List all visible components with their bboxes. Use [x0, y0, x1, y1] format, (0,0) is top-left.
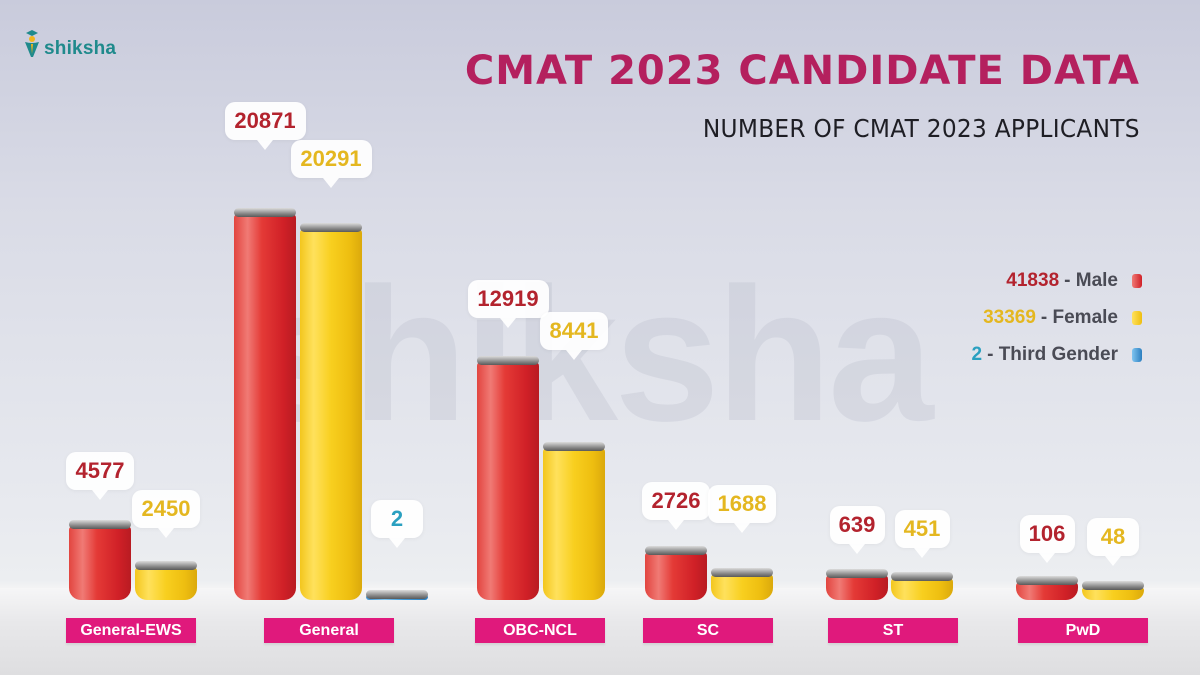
data-label-bubble: 1688: [708, 485, 776, 523]
legend-label: - Female: [1040, 306, 1118, 328]
data-label-bubble: 4577: [66, 452, 134, 490]
data-label-bubble: 451: [894, 510, 950, 548]
legend: 41838 - Male 33369 - Female 2 - Third Ge…: [972, 262, 1142, 373]
bar-female: [298, 223, 364, 612]
legend-item-third-gender: 2 - Third Gender: [972, 336, 1142, 373]
graduate-pen-icon: [22, 28, 42, 58]
bar-female: [541, 442, 607, 612]
data-label-bubble: 2450: [132, 490, 200, 528]
bar-female: [1080, 581, 1146, 612]
chart-title: CMAT 2023 CANDIDATE DATA: [464, 48, 1140, 94]
category-label: SC: [643, 618, 773, 643]
male-swatch-icon: [1132, 273, 1142, 288]
bar-female: [709, 568, 775, 612]
bar-male: [232, 208, 298, 612]
bar-female: [889, 572, 955, 612]
bar-male: [643, 546, 709, 612]
watermark: shiksha: [250, 249, 934, 461]
bar-male: [67, 520, 133, 612]
data-label-bubble: 2: [371, 500, 423, 538]
category-label: PwD: [1018, 618, 1148, 643]
bar-male: [824, 569, 890, 612]
shiksha-logo: shiksha: [22, 28, 116, 58]
data-label-bubble: 12919: [467, 280, 549, 318]
female-swatch-icon: [1132, 310, 1142, 325]
bar-female: [133, 561, 199, 612]
third-gender-swatch-icon: [1132, 347, 1142, 362]
legend-item-male: 41838 - Male: [972, 262, 1142, 299]
logo-text: shiksha: [44, 38, 117, 59]
chart-subtitle: NUMBER OF CMAT 2023 APPLICANTS: [703, 114, 1140, 143]
bar-male: [475, 356, 541, 612]
legend-value: 41838: [1006, 269, 1060, 291]
legend-label: - Male: [1064, 269, 1118, 291]
bar-male: [1014, 576, 1080, 612]
data-label-bubble: 106: [1019, 515, 1075, 553]
category-label: OBC-NCL: [475, 618, 605, 643]
data-label-bubble: 48: [1087, 518, 1139, 556]
data-label-bubble: 8441: [540, 312, 608, 350]
data-label-bubble: 20871: [224, 102, 306, 140]
category-label: General: [264, 618, 394, 643]
category-label: General-EWS: [66, 618, 196, 643]
data-label-bubble: 20291: [290, 140, 372, 178]
data-label-bubble: 2726: [642, 482, 710, 520]
legend-value: 2: [971, 343, 983, 365]
bar-third: [364, 590, 430, 612]
data-label-bubble: 639: [829, 506, 885, 544]
legend-label: - Third Gender: [987, 343, 1118, 365]
legend-value: 33369: [983, 306, 1036, 328]
category-label: ST: [828, 618, 958, 643]
legend-item-female: 33369 - Female: [972, 299, 1142, 336]
